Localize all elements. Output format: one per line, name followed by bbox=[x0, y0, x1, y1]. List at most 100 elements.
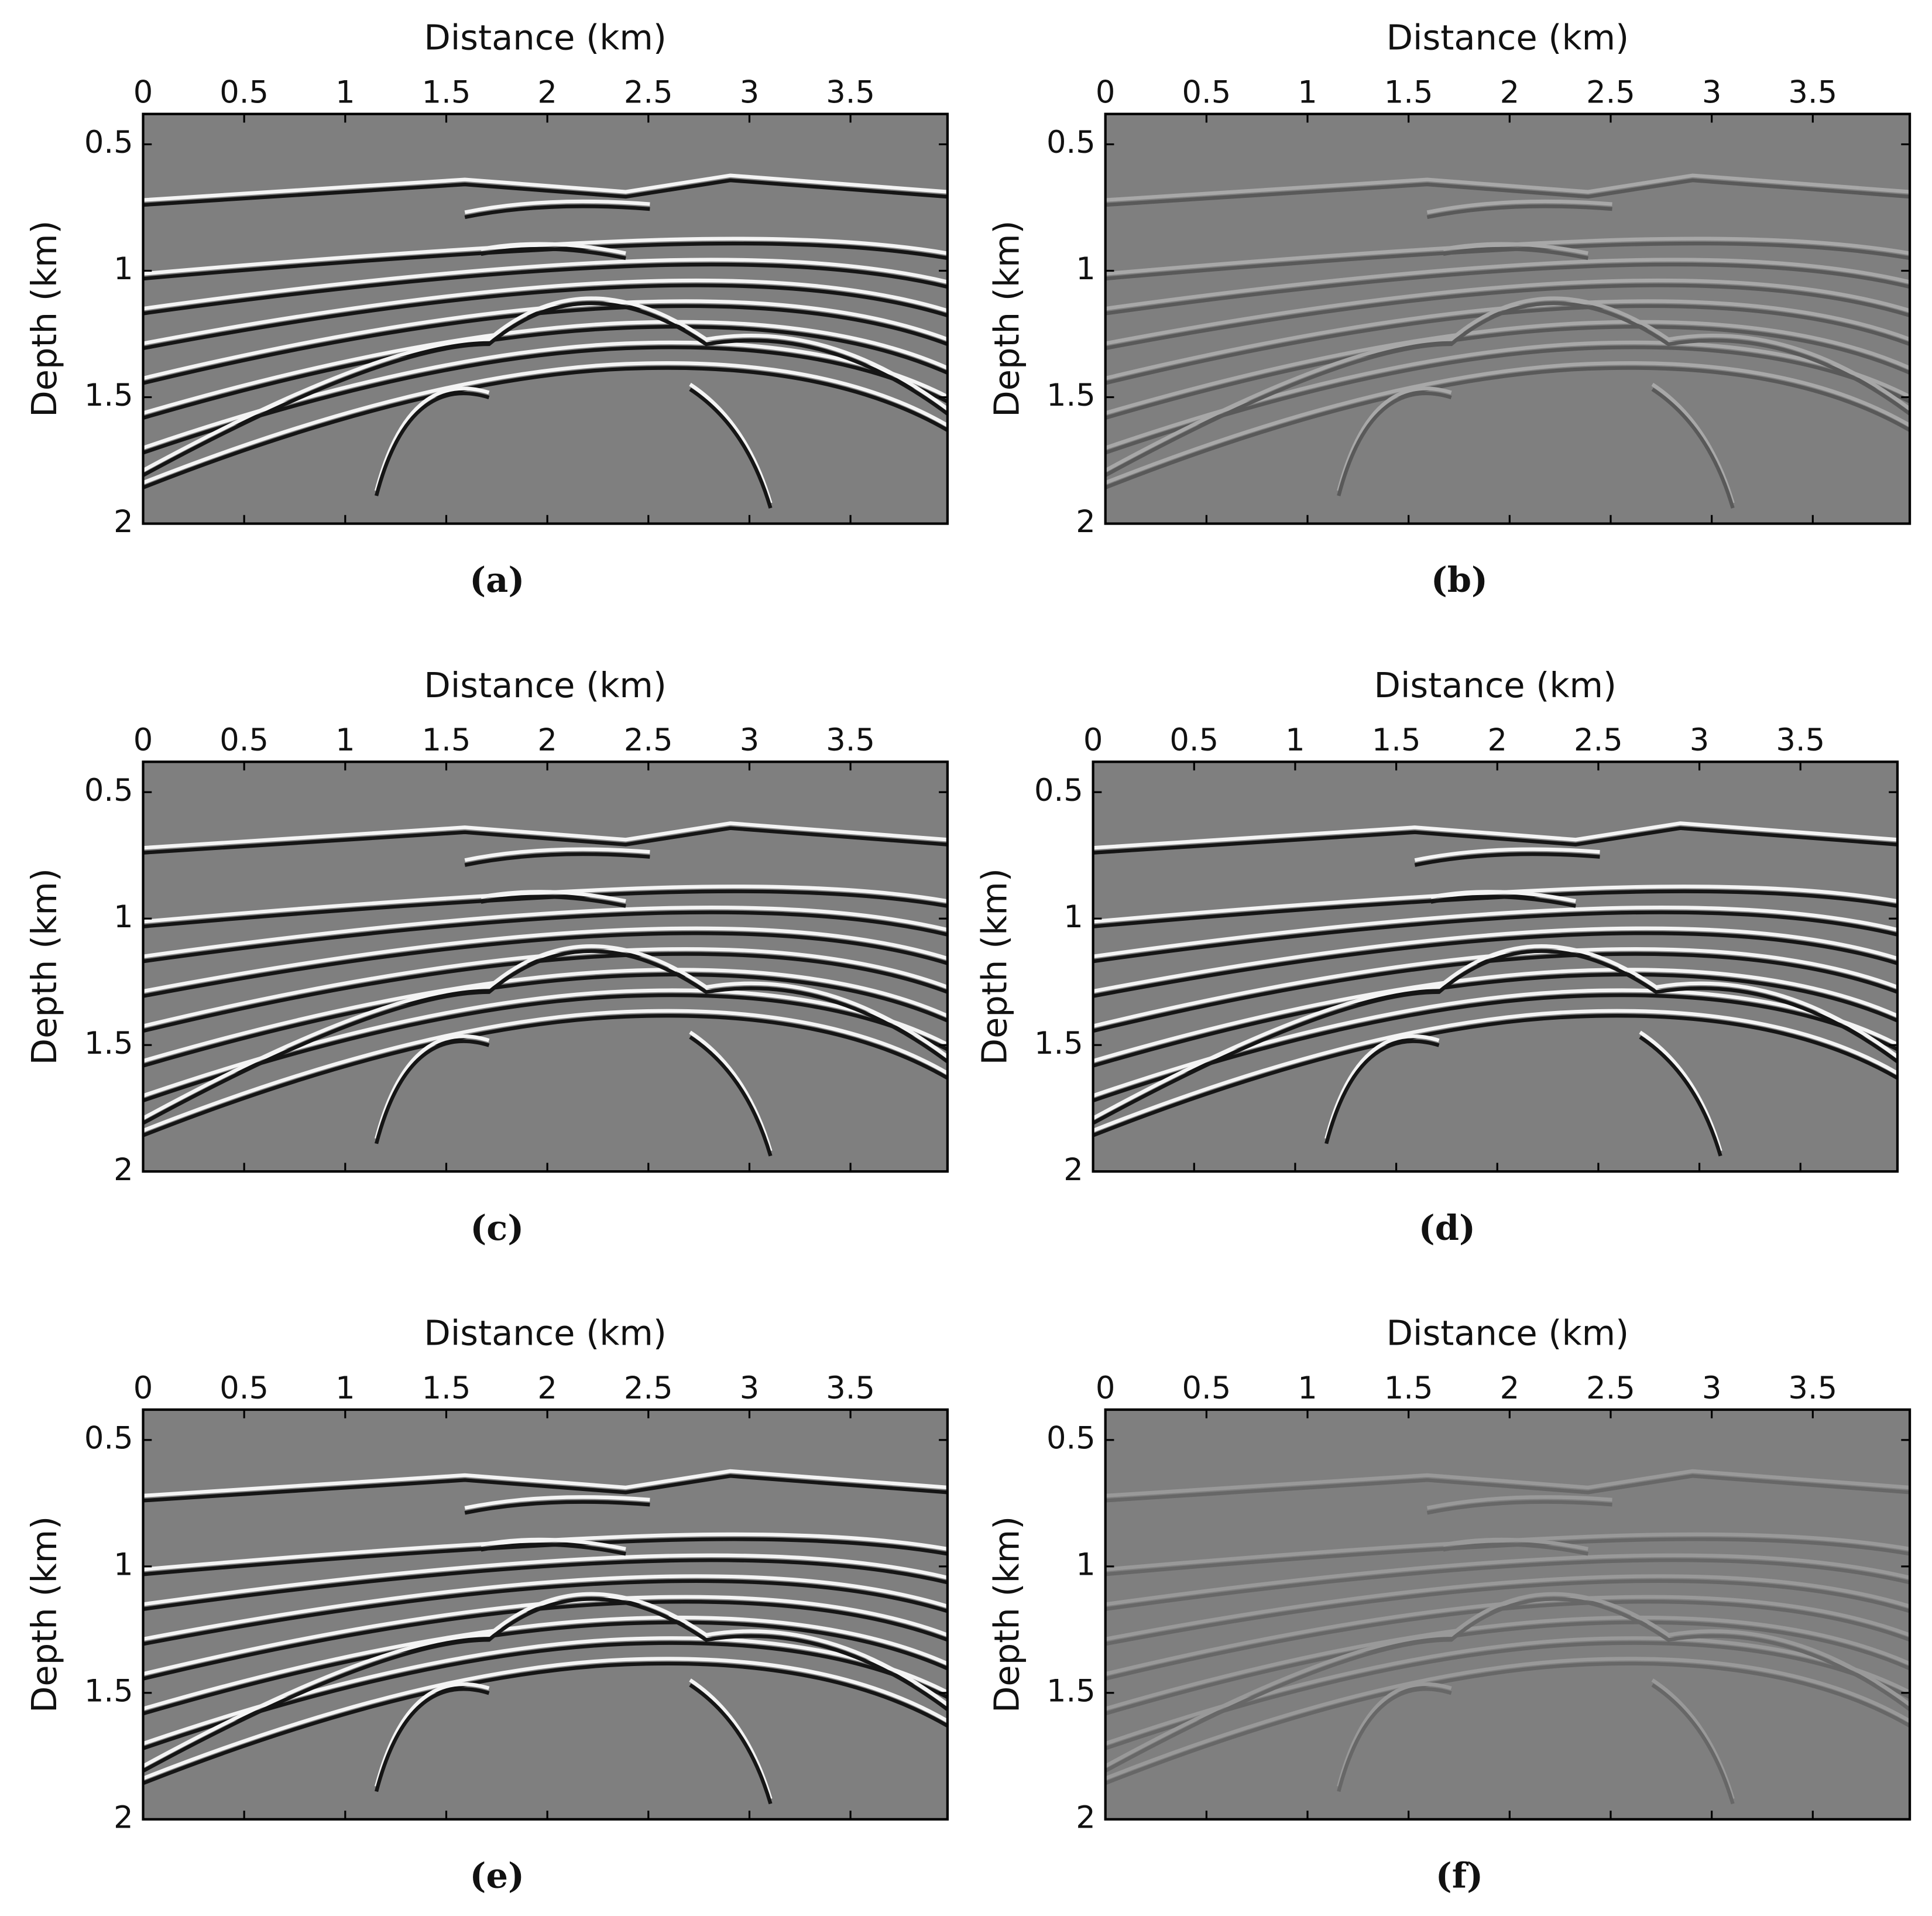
reflector-light bbox=[143, 821, 948, 850]
reflector-dark bbox=[1093, 826, 1897, 855]
reflector-light bbox=[1105, 1574, 1910, 1641]
x-tick-label: 1.5 bbox=[422, 75, 471, 111]
reflector-dark bbox=[143, 345, 948, 455]
reflector-light bbox=[143, 173, 948, 202]
reflector-dark bbox=[481, 246, 626, 261]
reflector-light bbox=[1093, 944, 1897, 1120]
reflector-dark bbox=[1443, 246, 1588, 261]
y-tick-label: 2 bbox=[114, 504, 133, 540]
reflector-light bbox=[1105, 1592, 1910, 1768]
reflector-light bbox=[1105, 258, 1910, 311]
image-background bbox=[143, 1409, 948, 1819]
x-tick-label: 0.5 bbox=[219, 722, 269, 758]
reflector-light bbox=[143, 320, 948, 415]
reflector-light bbox=[1105, 361, 1910, 485]
image-background bbox=[1093, 762, 1897, 1172]
x-tick-label: 0 bbox=[133, 722, 153, 758]
reflector-light bbox=[1105, 1595, 1910, 1676]
reflector-dark bbox=[143, 972, 948, 1068]
x-tick-label: 3.5 bbox=[1776, 722, 1825, 758]
y-tick-label: 1.5 bbox=[1046, 1673, 1096, 1709]
reflector-dark bbox=[1093, 889, 1897, 928]
reflector-dark bbox=[1105, 1597, 1910, 1773]
y-tick-label: 2 bbox=[114, 1800, 133, 1835]
x-tick-label: 3 bbox=[1690, 722, 1710, 758]
reflector-dark bbox=[1093, 993, 1897, 1103]
x-tick-label: 3 bbox=[740, 722, 760, 758]
reflector-light bbox=[1337, 382, 1735, 504]
reflector-dark bbox=[1430, 894, 1576, 908]
reflector-light bbox=[1105, 1532, 1910, 1572]
reflector-light bbox=[1426, 199, 1612, 214]
reflector-light bbox=[1105, 299, 1910, 381]
reflector-light bbox=[481, 890, 626, 903]
image-background bbox=[1105, 114, 1910, 524]
y-tick-label: 1.5 bbox=[84, 378, 133, 413]
reflector-light bbox=[143, 1532, 948, 1572]
reflector-light bbox=[143, 968, 948, 1063]
reflector-light bbox=[464, 199, 650, 214]
reflector-dark bbox=[143, 993, 948, 1103]
reflectors bbox=[1093, 821, 1897, 1157]
reflector-dark bbox=[143, 1474, 948, 1503]
reflector-light bbox=[1414, 847, 1600, 862]
axes-frame bbox=[142, 112, 949, 525]
x-tick-label: 2 bbox=[1500, 75, 1520, 111]
reflector-dark bbox=[1105, 1641, 1910, 1750]
reflector-dark bbox=[143, 889, 948, 928]
reflector-dark bbox=[1105, 1558, 1910, 1611]
reflector-dark bbox=[1105, 262, 1910, 316]
reflector-light bbox=[1426, 1495, 1612, 1510]
reflectors bbox=[1105, 173, 1910, 509]
y-tick-label: 0.5 bbox=[84, 1420, 133, 1456]
y-tick-label: 0.5 bbox=[84, 125, 133, 160]
x-tick-label: 1 bbox=[335, 75, 355, 111]
x-tick-label: 3 bbox=[740, 1370, 760, 1406]
reflector-dark bbox=[1105, 1661, 1910, 1785]
x-tick-label: 1 bbox=[335, 722, 355, 758]
reflector-light bbox=[143, 258, 948, 311]
x-tick-label: 0 bbox=[1083, 722, 1103, 758]
x-tick-label: 0 bbox=[133, 75, 153, 111]
reflector-dark bbox=[143, 283, 948, 351]
reflector-dark bbox=[1426, 204, 1612, 220]
reflector-light bbox=[1093, 968, 1897, 1063]
x-tick-label: 3 bbox=[1702, 1370, 1722, 1406]
x-tick-label: 1 bbox=[1298, 75, 1317, 111]
x-tick-label: 3 bbox=[740, 75, 760, 111]
reflector-light bbox=[1443, 242, 1588, 255]
y-tick-label: 1 bbox=[114, 1547, 133, 1582]
reflector-dark bbox=[1093, 952, 1897, 1033]
axes-frame bbox=[1104, 112, 1912, 525]
reflector-light bbox=[1105, 320, 1910, 415]
reflector-dark bbox=[143, 1600, 948, 1681]
reflector-light bbox=[464, 847, 650, 862]
y-tick-label: 0.5 bbox=[1046, 125, 1096, 160]
x-tick-label: 0.5 bbox=[219, 1370, 269, 1406]
reflector-light bbox=[143, 1009, 948, 1133]
reflector-dark bbox=[1105, 283, 1910, 351]
reflector-dark bbox=[143, 1014, 948, 1137]
reflector-light bbox=[143, 944, 948, 1120]
reflector-light bbox=[143, 361, 948, 485]
x-tick-label: 2 bbox=[1500, 1370, 1520, 1406]
reflector-dark bbox=[143, 826, 948, 855]
reflector-dark bbox=[1093, 1014, 1897, 1137]
x-axis-label: Distance (km) bbox=[424, 17, 667, 57]
x-tick-label: 3.5 bbox=[1788, 1370, 1837, 1406]
reflector-dark bbox=[1105, 1537, 1910, 1576]
x-tick-label: 0 bbox=[133, 1370, 153, 1406]
x-tick-label: 2.5 bbox=[624, 722, 673, 758]
reflector-dark bbox=[1093, 910, 1897, 964]
x-tick-label: 2.5 bbox=[624, 75, 673, 111]
reflector-light bbox=[143, 236, 948, 276]
reflector-dark bbox=[464, 852, 650, 867]
x-tick-label: 1 bbox=[1285, 722, 1305, 758]
reflector-light bbox=[143, 1657, 948, 1780]
